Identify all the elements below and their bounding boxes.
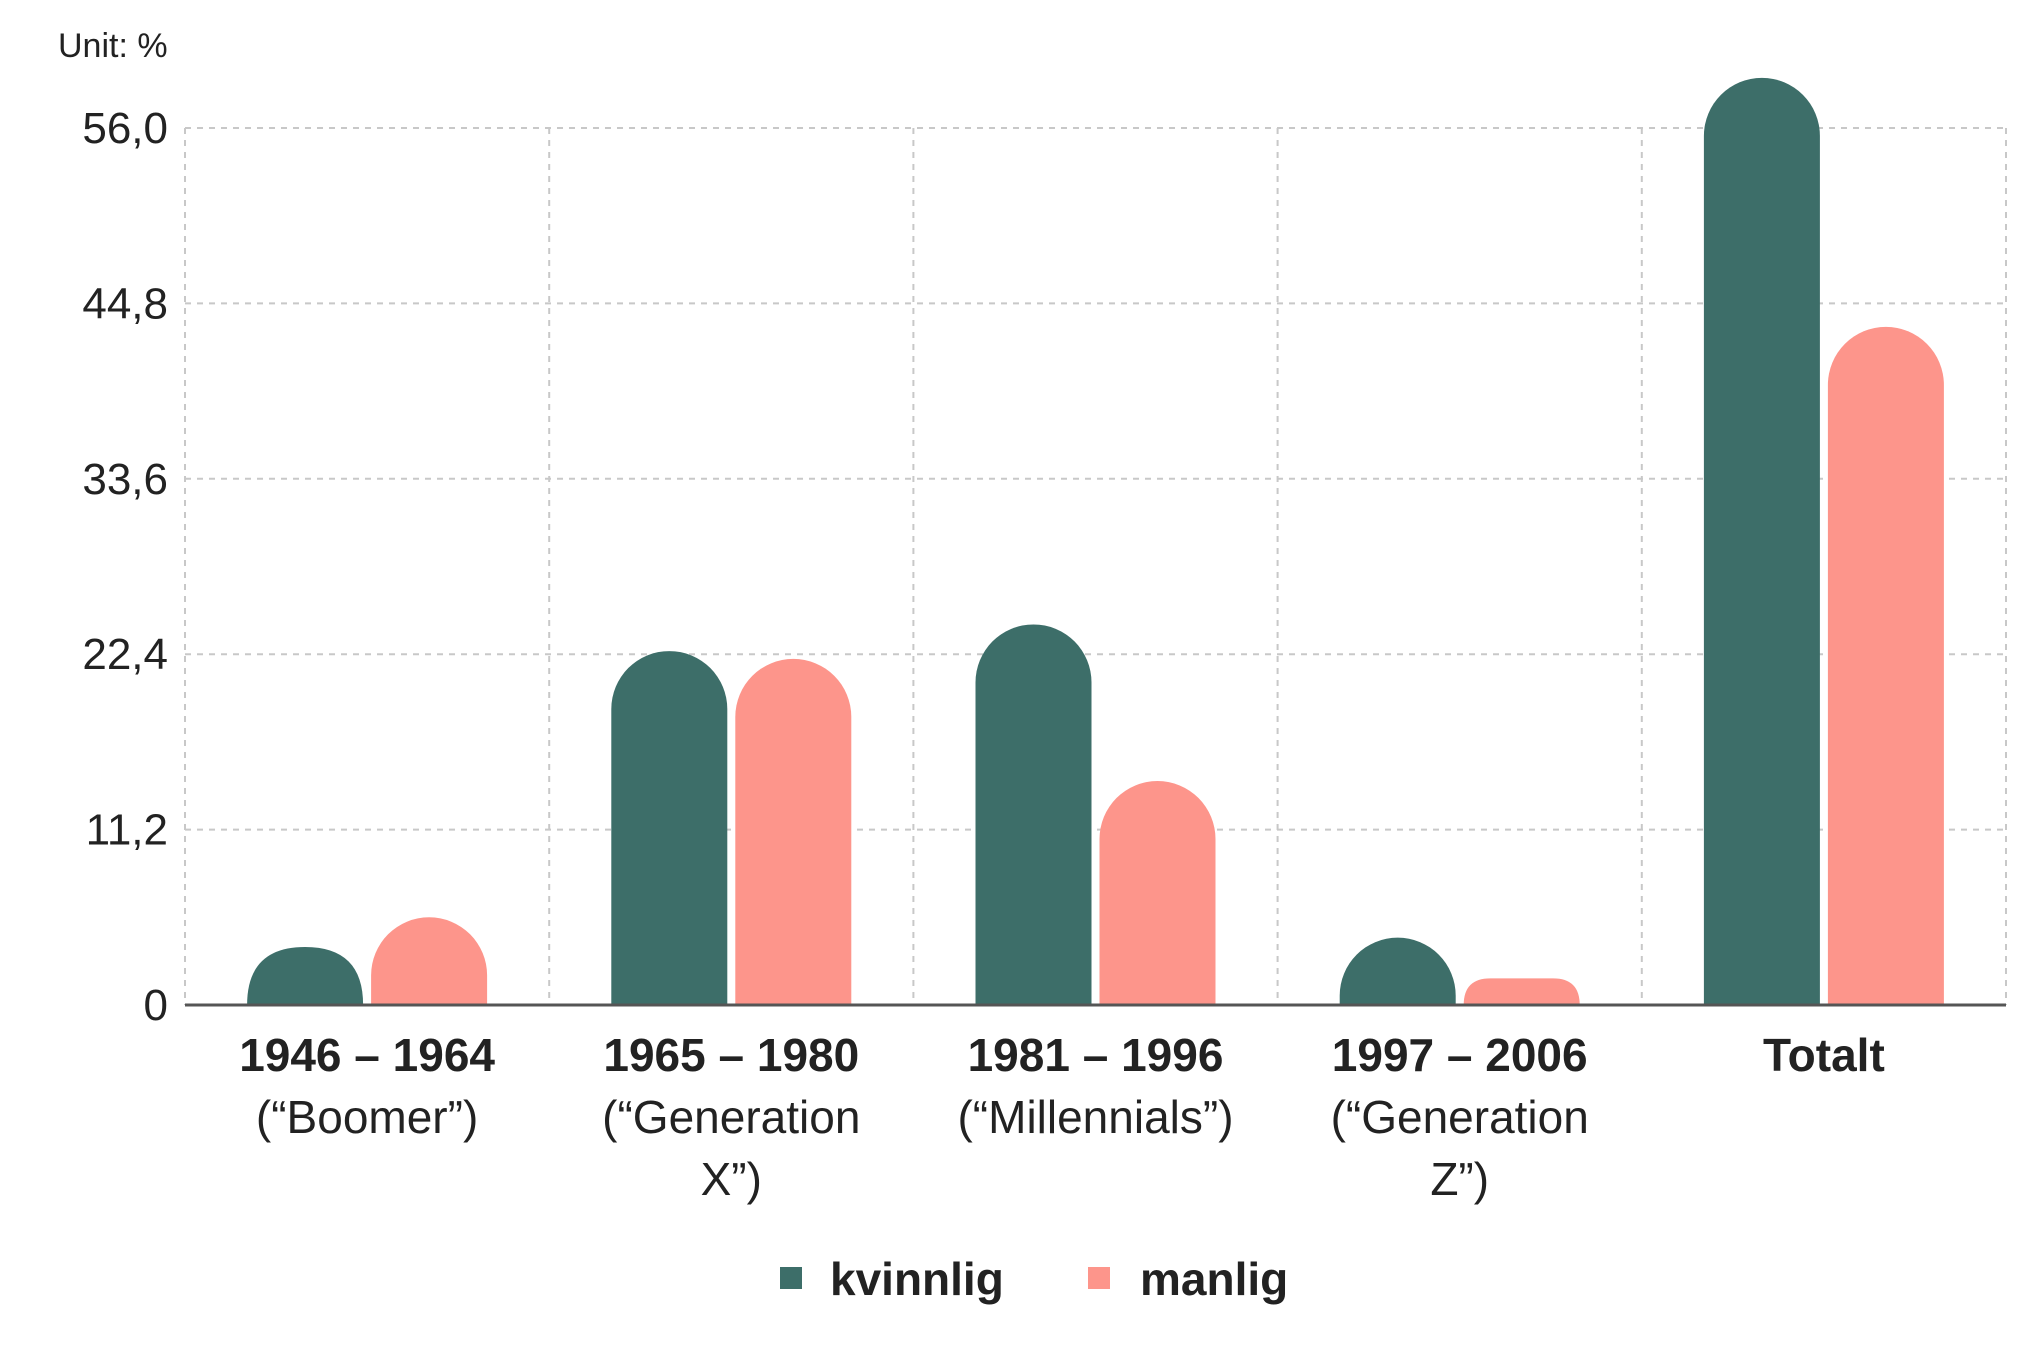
bar-manlig [1463,978,1580,1005]
x-tick-sublabel: (“Boomer”) [256,1091,478,1143]
x-tick-sublabel: (“Generation [1331,1091,1589,1143]
x-axis-labels: 1946 – 1964 (“Boomer”) 1965 – 1980 (“Genera… [239,1029,1885,1205]
legend: kvinnlig manlig [780,1253,1288,1305]
legend-label-kvinnlig: kvinnlig [830,1253,1004,1305]
x-tick-label: 1981 – 1996 [968,1029,1224,1081]
y-tick-label: 22,4 [82,630,168,679]
bar-kvinnlig [1703,77,1820,1005]
y-tick-label: 0 [144,981,168,1030]
bar-kvinnlig [1339,937,1456,1005]
y-tick-label: 11,2 [86,806,168,855]
unit-label: Unit: % [58,27,168,65]
x-tick-label: Totalt [1763,1029,1885,1081]
bar-kvinnlig [247,947,364,1005]
y-tick-label: 44,8 [82,279,168,328]
legend-label-manlig: manlig [1140,1253,1288,1305]
x-tick-sublabel: (“Millennials”) [957,1091,1233,1143]
bars [247,77,1944,1005]
y-tick-label: 33,6 [82,455,168,504]
bar-kvinnlig [611,651,728,1005]
gridlines [184,127,2007,1005]
bar-manlig [1099,781,1216,1005]
x-tick-label: 1997 – 2006 [1332,1029,1588,1081]
legend-swatch-kvinnlig [780,1267,802,1289]
legend-swatch-manlig [1088,1267,1110,1289]
x-tick-sublabel: (“Generation [602,1091,860,1143]
x-tick-label: 1965 – 1980 [603,1029,859,1081]
y-axis-ticks: 0 11,2 22,4 33,6 44,8 56,0 [82,104,168,1030]
y-tick-label: 56,0 [82,104,168,153]
x-tick-label: 1946 – 1964 [239,1029,495,1081]
bar-manlig [735,658,852,1005]
x-tick-sublabel: Z”) [1430,1153,1489,1205]
x-tick-sublabel: X”) [701,1153,762,1205]
bar-kvinnlig [975,624,1092,1005]
bar-manlig [1827,326,1944,1005]
bar-manlig [371,917,488,1005]
